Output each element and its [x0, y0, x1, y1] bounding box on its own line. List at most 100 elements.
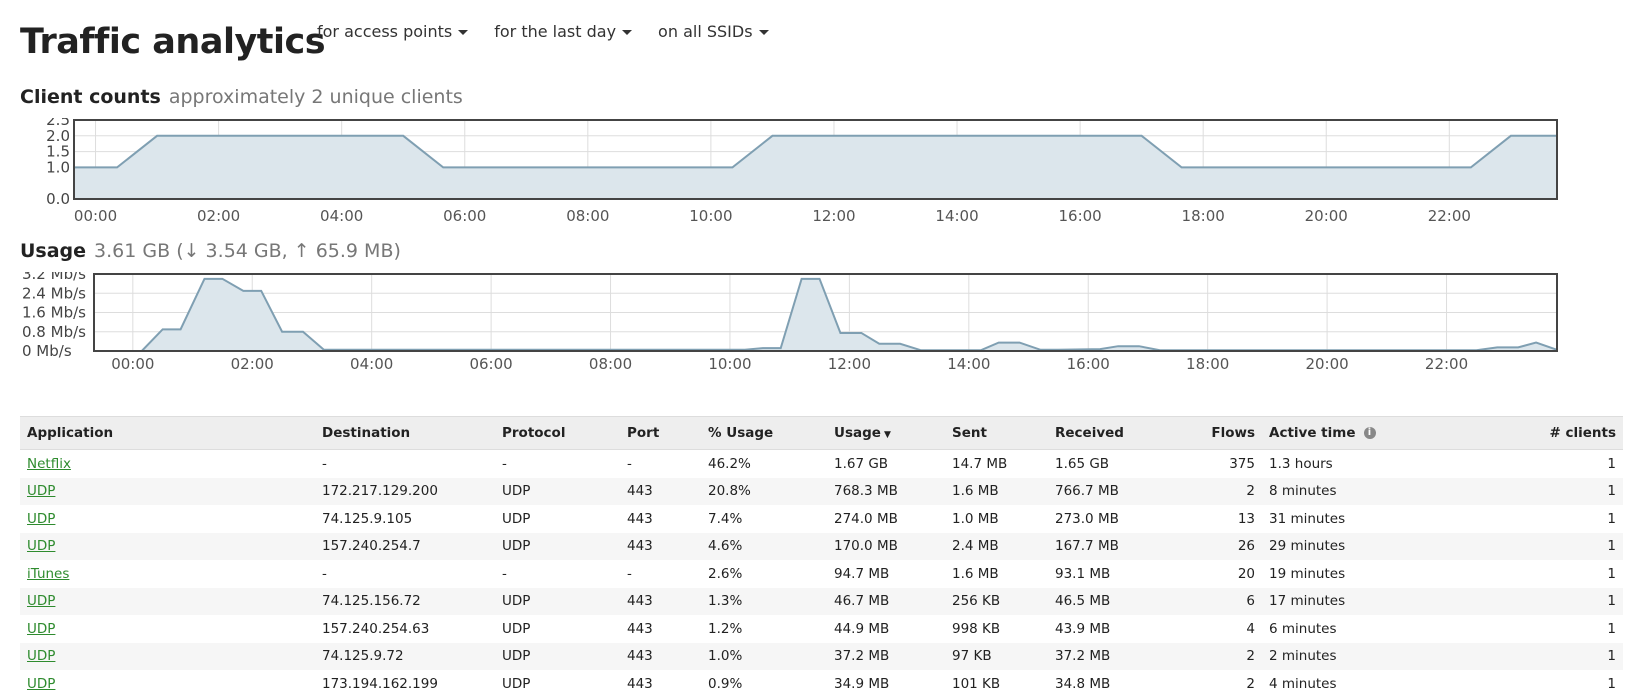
- flows-cell: 375: [1229, 455, 1255, 472]
- protocol-cell: UDP: [495, 642, 620, 670]
- port-cell: 443: [627, 620, 653, 637]
- usage-subtitle: 3.61 GB (↓ 3.54 GB, ↑ 65.9 MB): [94, 240, 401, 262]
- col-active-time-label: Active time: [1269, 425, 1356, 441]
- app-link[interactable]: UDP: [27, 483, 56, 500]
- col-usage[interactable]: Usage ▼: [827, 416, 945, 450]
- col-pct-usage[interactable]: % Usage: [701, 416, 827, 450]
- col-received[interactable]: Received: [1048, 416, 1192, 450]
- sent-cell: 1.6 MB: [945, 477, 1048, 505]
- filter-label: for the last day: [494, 22, 617, 41]
- series-line: [94, 277, 1558, 352]
- destination-cell: 157.240.254.7: [315, 532, 495, 560]
- received-cell: 167.7 MB: [1048, 532, 1192, 560]
- x-tick-label: 22:00: [1425, 355, 1468, 373]
- sent-cell: 998 KB: [952, 620, 1001, 637]
- traffic-table-container: Application Destination Protocol Port % …: [20, 416, 1623, 698]
- table-row: UDP 74.125.9.72 UDP 443 1.0% 37.2 MB 97 KB 37.2…: [20, 642, 1623, 670]
- x-tick-label: 04:00: [350, 355, 393, 373]
- app-link[interactable]: UDP: [27, 648, 56, 665]
- protocol-cell: UDP: [502, 675, 531, 692]
- usage-cell: 1.67 GB: [834, 455, 889, 472]
- col-sent[interactable]: Sent: [945, 416, 1048, 450]
- access-point-filter-dropdown[interactable]: for access points: [317, 22, 469, 41]
- sent-cell: 97 KB: [945, 642, 1048, 670]
- app-link[interactable]: UDP: [27, 675, 56, 692]
- col-active-time[interactable]: Active time i: [1262, 416, 1386, 450]
- protocol-cell: UDP: [495, 532, 620, 560]
- y-tick-label: 2.0: [46, 127, 70, 145]
- received-cell: 766.7 MB: [1048, 477, 1192, 505]
- flows-cell: 26: [1192, 532, 1262, 560]
- pct-usage-cell: 0.9%: [708, 675, 743, 692]
- pct-usage-cell: 20.8%: [701, 477, 827, 505]
- app-link[interactable]: UDP: [27, 538, 56, 555]
- y-tick-label: 3.2 Mb/s: [22, 272, 86, 283]
- y-tick-label: 0.8 Mb/s: [22, 323, 86, 341]
- table-header-row: Application Destination Protocol Port % …: [20, 416, 1623, 450]
- usage-cell: 170.0 MB: [827, 532, 945, 560]
- pct-usage-cell: 2.6%: [708, 565, 743, 582]
- usage-cell: 44.9 MB: [834, 620, 890, 637]
- x-tick-label: 00:00: [74, 207, 117, 225]
- col-clients[interactable]: # clients: [1386, 416, 1623, 450]
- protocol-cell: UDP: [495, 477, 620, 505]
- port-cell: 443: [620, 532, 701, 560]
- usage-cell: 274.0 MB: [834, 510, 898, 527]
- col-usage-label: Usage: [834, 425, 881, 441]
- client-counts-chart: 00:00 02:00 04:00 06:00 08:00 10:00 12:00 14:00…: [46, 118, 1558, 225]
- col-protocol[interactable]: Protocol: [495, 416, 620, 450]
- flows-cell: 4: [1246, 620, 1255, 637]
- active-time-cell: 8 minutes: [1262, 477, 1386, 505]
- application-cell: iTunes: [20, 560, 315, 588]
- destination-cell: -: [322, 565, 327, 582]
- destination-cell: 173.194.162.199: [322, 675, 438, 692]
- application-cell: UDP: [20, 505, 315, 533]
- flows-cell: 2: [1246, 675, 1255, 692]
- caret-down-icon: [622, 30, 633, 35]
- app-link[interactable]: UDP: [27, 593, 56, 610]
- ssid-filter-dropdown[interactable]: on all SSIDs: [658, 22, 769, 41]
- app-link[interactable]: UDP: [27, 620, 56, 637]
- sent-cell: 256 KB: [945, 587, 1048, 615]
- col-destination[interactable]: Destination: [315, 416, 495, 450]
- col-application[interactable]: Application: [20, 416, 315, 450]
- x-tick-label: 12:00: [828, 355, 871, 373]
- sent-cell: 1.0 MB: [952, 510, 999, 527]
- destination-cell: 74.125.156.72: [315, 587, 495, 615]
- app-link[interactable]: UDP: [27, 510, 56, 527]
- usage-cell: 37.2 MB: [827, 642, 945, 670]
- received-cell: 46.5 MB: [1048, 587, 1192, 615]
- clients-cell: 1: [1386, 477, 1623, 505]
- series-area: [94, 278, 1557, 351]
- x-tick-label: 04:00: [320, 207, 363, 225]
- flows-cell: 2: [1192, 477, 1262, 505]
- destination-cell: -: [322, 455, 327, 472]
- clients-cell: 1: [1386, 532, 1623, 560]
- col-port[interactable]: Port: [620, 416, 701, 450]
- x-tick-label: 10:00: [708, 355, 751, 373]
- received-cell: 43.9 MB: [1055, 620, 1111, 637]
- application-cell: UDP: [20, 532, 315, 560]
- application-cell: UDP: [20, 477, 315, 505]
- info-icon[interactable]: i: [1363, 427, 1376, 439]
- chart-frame: [93, 273, 1558, 352]
- x-tick-label: 02:00: [231, 355, 274, 373]
- time-range-filter-dropdown[interactable]: for the last day: [494, 22, 633, 41]
- x-tick-label: 08:00: [589, 355, 632, 373]
- app-link[interactable]: iTunes: [27, 565, 70, 582]
- x-tick-label: 14:00: [935, 207, 978, 225]
- y-tick-label: 2.4 Mb/s: [22, 284, 86, 302]
- x-tick-label: 10:00: [689, 207, 732, 225]
- app-link[interactable]: Netflix: [27, 455, 71, 472]
- active-time-cell: 6 minutes: [1269, 620, 1337, 637]
- x-tick-label: 18:00: [1182, 207, 1225, 225]
- table-row: iTunes - - - 2.6% 94.7 MB 1.6 MB 93.1 MB 20 19 mi…: [20, 560, 1623, 588]
- active-time-cell: 31 minutes: [1269, 510, 1346, 527]
- col-flows[interactable]: Flows: [1192, 416, 1262, 450]
- x-tick-label: 08:00: [566, 207, 609, 225]
- table-row: UDP 74.125.9.105 UDP 443 7.4% 274.0 MB 1.0 MB 2…: [20, 505, 1623, 533]
- port-cell: 443: [627, 675, 653, 692]
- port-cell: -: [627, 565, 632, 582]
- destination-cell: 74.125.9.105: [322, 510, 413, 527]
- port-cell: -: [627, 455, 632, 472]
